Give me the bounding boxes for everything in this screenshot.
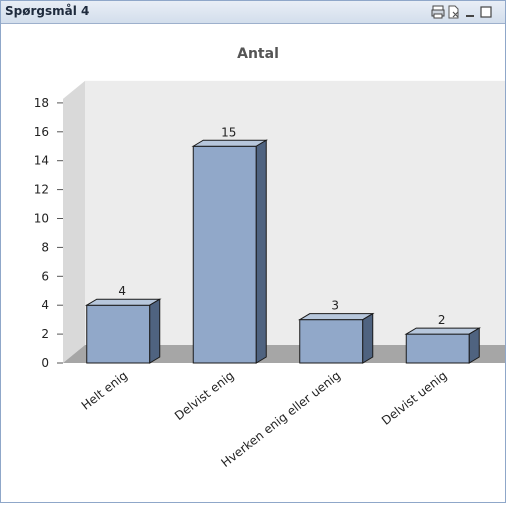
minimize-icon[interactable]	[463, 5, 477, 19]
bar	[406, 334, 469, 363]
export-excel-icon[interactable]	[447, 5, 461, 19]
bar-chart: Antal 0 2 4 6 8 10 12 14 16 18 4 Helt enig 15 Delvist…	[1, 24, 505, 502]
bar-side	[363, 314, 373, 363]
y-tick-label: 18	[34, 96, 49, 110]
bar-top	[406, 328, 479, 334]
y-tick-label: 14	[34, 154, 49, 168]
data-label: 2	[438, 313, 446, 327]
chart-area: Antal 0 2 4 6 8 10 12 14 16 18 4 Helt enig 15 Delvist…	[1, 24, 505, 502]
panel-title: Spørgsmål 4	[5, 4, 89, 18]
y-tick-label: 8	[41, 240, 49, 254]
print-icon[interactable]	[431, 5, 445, 19]
restore-icon[interactable]	[479, 5, 493, 19]
y-tick-label: 12	[34, 183, 49, 197]
chart-title: Antal	[237, 46, 279, 62]
data-label: 4	[118, 284, 126, 298]
x-tick-label: Helt enig	[79, 368, 130, 412]
data-label: 15	[221, 125, 236, 139]
x-tick-label: Delvist enig	[172, 368, 237, 423]
bar-side	[469, 328, 479, 363]
panel-caption[interactable]: Spørgsmål 4	[1, 1, 505, 24]
x-tick-label: Delvist uenig	[379, 368, 450, 427]
y-tick-label: 6	[41, 269, 49, 283]
plot-area: 0 2 4 6 8 10 12 14 16 18 4 Helt enig 15 Delvist enig 3…	[34, 81, 505, 470]
y-tick-label: 10	[34, 212, 49, 226]
bar-side	[256, 140, 266, 363]
side-wall	[63, 81, 85, 363]
bar-side	[150, 299, 160, 363]
bar-top	[300, 314, 373, 320]
bar-top	[87, 299, 160, 305]
y-tick-label: 0	[41, 356, 49, 370]
y-tick-label: 2	[41, 327, 49, 341]
x-tick-label: Hverken enig eller uenig	[218, 368, 343, 470]
bar	[300, 320, 363, 363]
data-label: 3	[331, 299, 339, 313]
y-tick-label: 4	[41, 298, 49, 312]
bar-top	[193, 140, 266, 146]
bar	[87, 305, 150, 363]
bar	[193, 146, 256, 363]
y-tick-label: 16	[34, 125, 49, 139]
